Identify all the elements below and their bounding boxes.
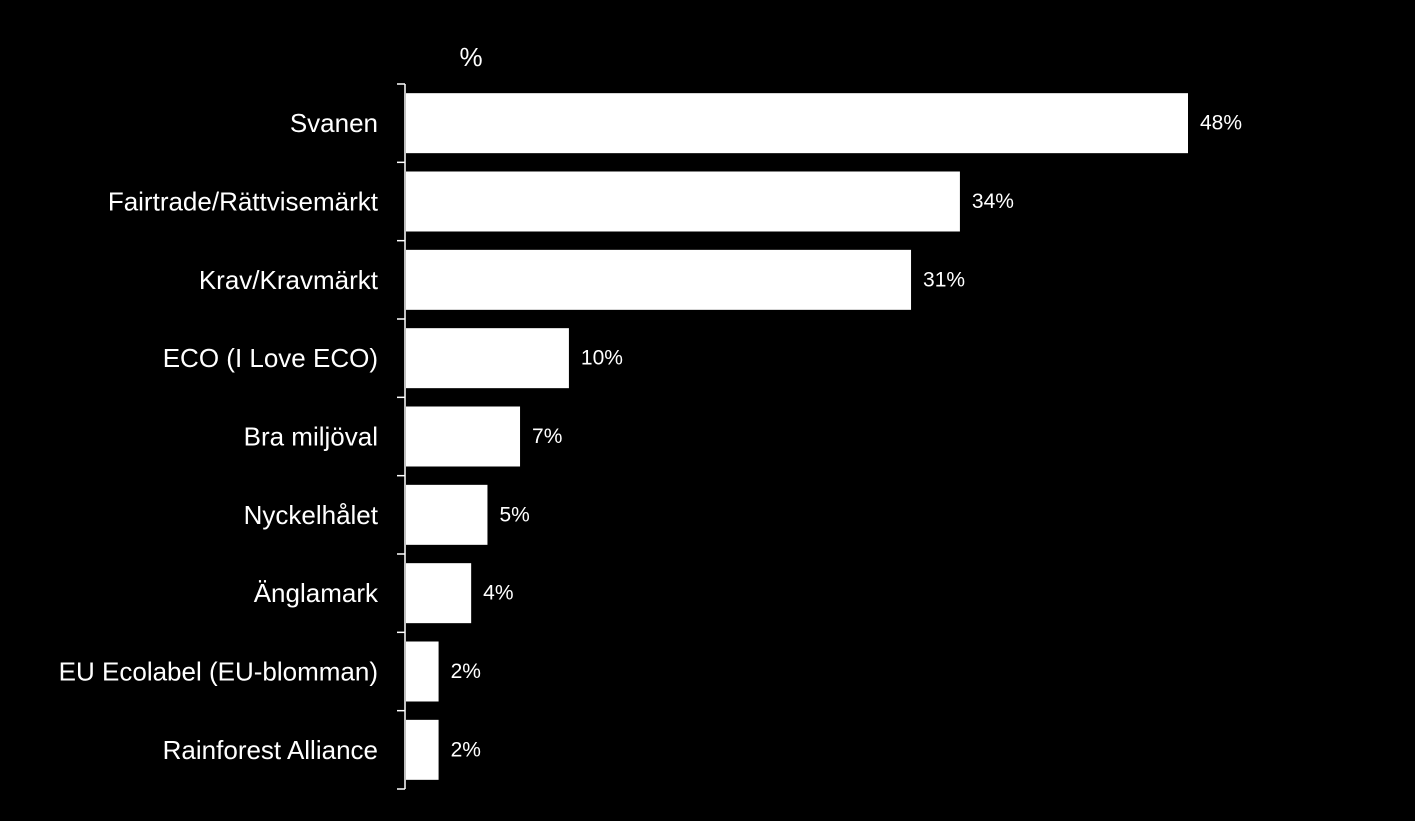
category-label: Svanen <box>290 108 378 138</box>
value-label: 7% <box>532 425 562 448</box>
bar <box>406 641 439 702</box>
value-label: 4% <box>483 582 513 605</box>
bar <box>406 563 472 624</box>
value-label: 2% <box>451 660 481 683</box>
category-labels: Svanen Fairtrade/Rättvisemärkt Krav/Kravmä… <box>59 108 379 765</box>
bar <box>406 406 521 467</box>
value-label: 10% <box>581 347 623 370</box>
bar <box>406 328 569 389</box>
value-label: 31% <box>923 268 965 291</box>
bar <box>406 93 1188 154</box>
category-label: ECO (I Love ECO) <box>163 343 378 373</box>
value-label: 48% <box>1200 112 1242 135</box>
category-label: EU Ecolabel (EU-blomman) <box>59 657 378 687</box>
value-label: 34% <box>972 190 1014 213</box>
unit-label: % <box>459 42 482 72</box>
value-label: 5% <box>499 503 529 526</box>
value-label: 2% <box>451 738 481 761</box>
category-label: Fairtrade/Rättvisemärkt <box>108 187 379 217</box>
category-label: Änglamark <box>254 578 379 608</box>
y-axis <box>397 83 406 790</box>
bar <box>406 171 960 232</box>
bar <box>406 249 912 310</box>
category-label: Bra miljöval <box>244 422 378 452</box>
value-labels: 48% 34% 31% 10% 7% 5% 4% 2% 2% <box>451 112 1242 762</box>
category-label: Krav/Kravmärkt <box>199 265 379 295</box>
bars <box>406 93 1188 780</box>
bar <box>406 719 439 780</box>
category-label: Nyckelhålet <box>244 500 379 530</box>
category-label: Rainforest Alliance <box>163 735 378 765</box>
bar <box>406 484 488 545</box>
